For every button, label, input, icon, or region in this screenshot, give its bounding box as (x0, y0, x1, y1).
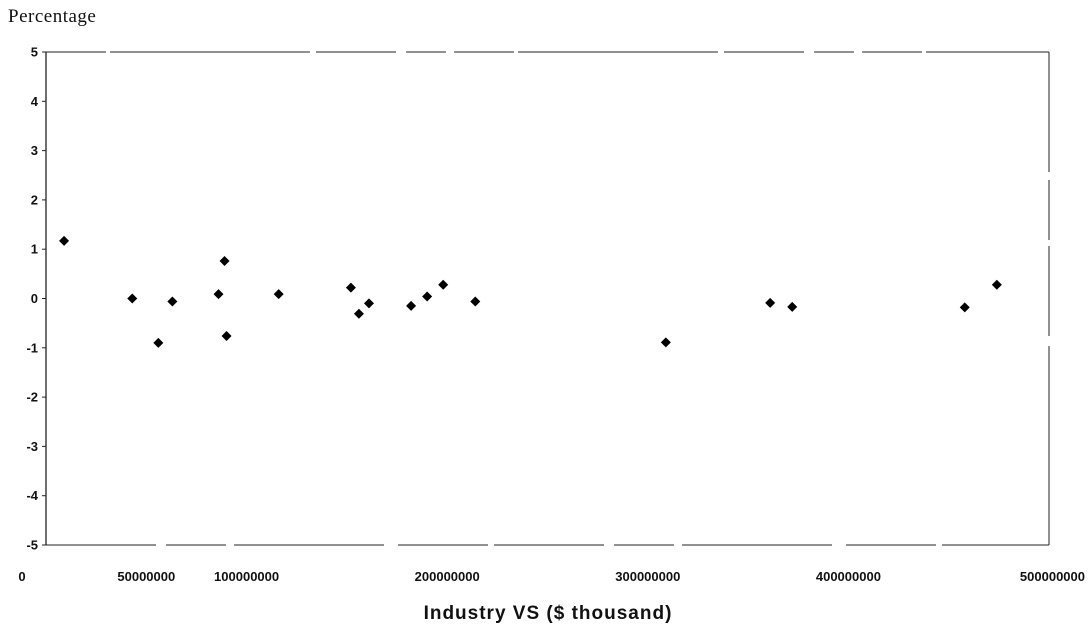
x-tick-label: 400000000 (816, 569, 881, 584)
data-point (167, 296, 178, 307)
data-point (221, 330, 232, 341)
data-point (438, 279, 449, 290)
data-point (59, 235, 70, 246)
data-point (422, 291, 433, 302)
x-tick-group: 0 50000000 100000000 200000000 300000000 4000… (18, 569, 1085, 584)
data-point (787, 301, 798, 312)
x-tick-label: 300000000 (615, 569, 680, 584)
data-points (59, 235, 1002, 348)
data-point (470, 296, 481, 307)
y-tick-label: 3 (31, 143, 38, 158)
y-axis-title: Percentage (8, 6, 96, 27)
data-point (219, 256, 230, 267)
y-tick-label: -1 (26, 340, 38, 355)
y-tick-label: -2 (26, 390, 38, 405)
x-tick-label: 50000000 (117, 569, 175, 584)
data-point (127, 293, 138, 304)
data-point (273, 289, 284, 300)
data-point (345, 282, 356, 293)
data-point (363, 298, 374, 309)
y-tick-label: -3 (26, 439, 38, 454)
y-tick-label: 4 (31, 94, 39, 109)
y-tick-label: 0 (31, 291, 38, 306)
data-point (765, 297, 776, 308)
data-point (991, 279, 1002, 290)
y-tick-label: 5 (31, 45, 38, 60)
data-point (213, 289, 224, 300)
data-point (660, 337, 671, 348)
x-tick-label: 0 (18, 569, 25, 584)
data-point (353, 308, 364, 319)
x-axis-title: Industry VS ($ thousand) (424, 603, 673, 624)
x-tick-label: 100000000 (214, 569, 279, 584)
y-tick-label: 2 (31, 192, 38, 207)
data-point (959, 302, 970, 313)
x-tick-label: 200000000 (415, 569, 480, 584)
data-point (406, 300, 417, 311)
y-tick-group: 5 4 3 2 1 0 -1 -2 -3 -4 -5 (26, 45, 46, 553)
y-tick-label: -5 (26, 538, 38, 553)
y-tick-label: -4 (26, 488, 38, 503)
x-tick-label: 500000000 (1020, 569, 1085, 584)
data-point (153, 337, 164, 348)
y-tick-label: 1 (31, 242, 38, 257)
